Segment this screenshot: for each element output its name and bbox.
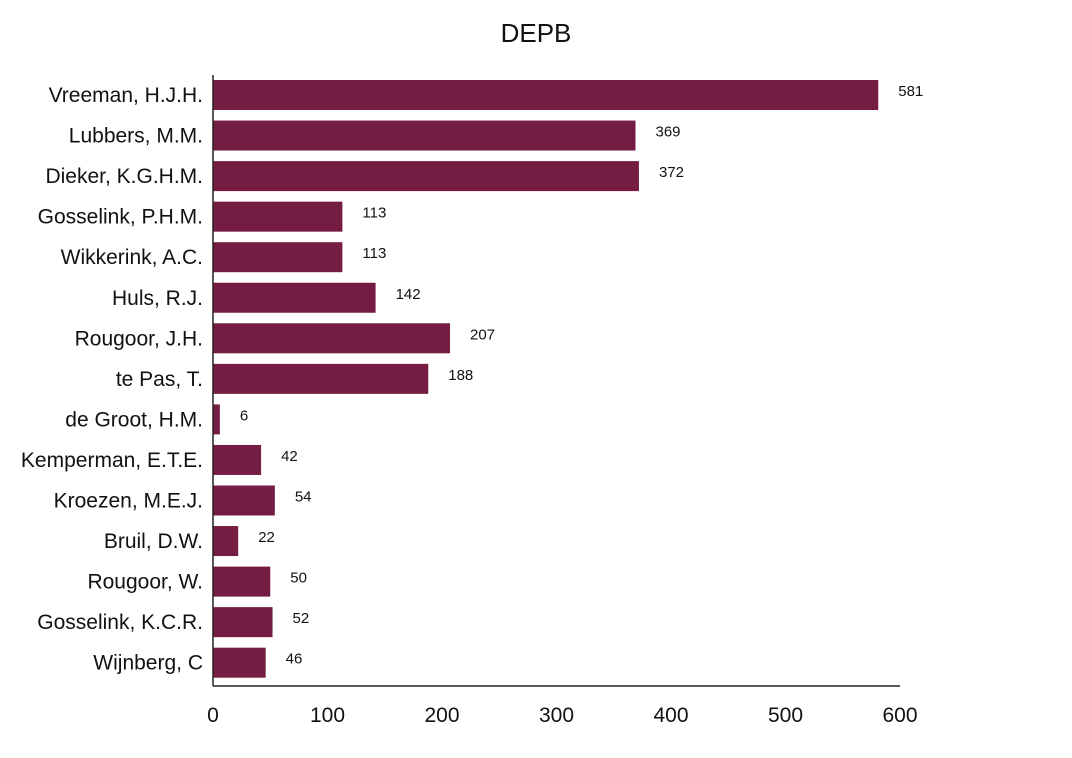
value-label-9: 42 [281,448,298,465]
x-tick-label-4: 400 [653,704,688,727]
x-tick-label-1: 100 [310,704,345,727]
value-label-12: 50 [290,570,307,587]
bar-4 [213,242,343,273]
bars-group [213,80,879,678]
bar-3 [213,201,343,232]
value-label-0: 581 [898,83,923,100]
category-label-4: Wikkerink, A.C. [61,246,203,269]
bar-10 [213,485,275,516]
value-label-10: 54 [295,489,312,506]
category-labels: Vreeman, H.J.H. Lubbers, M.M. Dieker, K.G.… [21,84,203,675]
category-label-13: Gosselink, K.C.R. [37,611,203,634]
category-label-1: Lubbers, M.M. [69,125,203,148]
bar-11 [213,526,239,557]
value-label-8: 6 [240,407,248,424]
category-label-9: Kemperman, E.T.E. [21,449,203,472]
value-label-6: 207 [470,326,495,343]
chart-title: DEPB [500,18,572,48]
bar-13 [213,607,273,638]
x-tick-labels: 0 100 200 300 400 500 600 [207,704,917,727]
category-label-12: Rougoor, W. [87,571,203,594]
category-label-8: de Groot, H.M. [65,408,203,431]
value-label-7: 188 [448,367,473,384]
bar-7 [213,363,429,394]
value-label-1: 369 [656,124,681,141]
bar-5 [213,282,376,313]
bar-0 [213,80,879,110]
category-label-2: Dieker, K.G.H.M. [45,165,203,188]
category-label-6: Rougoor, J.H. [75,327,203,350]
bar-12 [213,566,271,597]
value-labels: 581 369 372 113 113 142 207 188 6 42 54 22 50 52 46 [240,83,923,668]
value-label-11: 22 [258,529,275,546]
value-label-14: 46 [286,651,303,668]
bar-1 [213,120,636,151]
x-tick-label-6: 600 [882,704,917,727]
x-tick-label-5: 500 [768,704,803,727]
bar-2 [213,161,639,192]
category-label-5: Huls, R.J. [112,287,203,310]
axes [212,75,900,687]
bar-9 [213,444,262,475]
bar-8 [213,404,220,435]
value-label-5: 142 [396,286,421,303]
value-label-13: 52 [293,610,310,627]
category-label-10: Kroezen, M.E.J. [54,490,203,513]
x-tick-label-3: 300 [539,704,574,727]
category-label-0: Vreeman, H.J.H. [49,84,203,107]
category-label-3: Gosselink, P.H.M. [38,206,203,229]
value-label-2: 372 [659,164,684,181]
bar-14 [213,647,266,678]
value-label-3: 113 [362,205,386,222]
bar-6 [213,323,451,354]
category-label-7: te Pas, T. [116,368,203,391]
value-label-4: 113 [362,245,386,262]
x-tick-label-0: 0 [207,704,219,727]
x-tick-label-2: 200 [424,704,459,727]
category-label-14: Wijnberg, C [93,652,203,675]
category-label-11: Bruil, D.W. [104,530,203,553]
